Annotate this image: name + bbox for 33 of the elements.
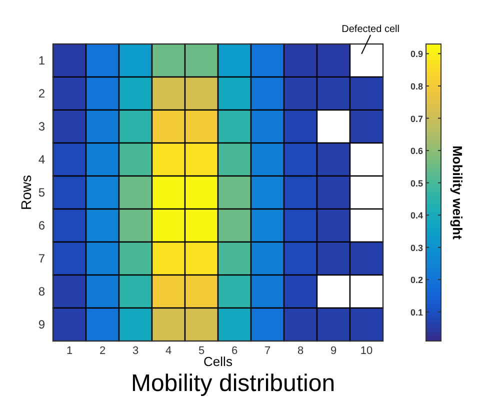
x-tick-label: 4 [165, 345, 172, 357]
text: Mobility distribution [130, 370, 336, 397]
color-bar-title: Mobility weight [450, 146, 465, 240]
color-bar-label: 0.3 [410, 242, 423, 253]
x-tick-label: 10 [360, 345, 373, 357]
y-tick-label: 8 [38, 284, 46, 298]
x-tick-label: 1 [66, 345, 73, 357]
y-tick-label: 2 [38, 86, 46, 100]
y-tick-label: 3 [38, 120, 46, 134]
x-tick-label: 3 [132, 345, 139, 357]
color-bar-label: 0.2 [410, 275, 423, 286]
y-tick-label: 4 [38, 152, 46, 166]
x-tick-label: 8 [297, 345, 304, 357]
color-bar-label: 0.9 [410, 49, 423, 60]
color-bar-label: 0.1 [410, 307, 423, 318]
color-bar-label: 0.5 [410, 178, 423, 188]
x-tick-label: 6 [231, 345, 238, 357]
color-bar-label: 0.8 [410, 81, 423, 92]
color-bar-label: 0.6 [410, 146, 423, 156]
color-bar-label: 0.7 [410, 114, 423, 124]
y-tick-label: 1 [38, 54, 46, 68]
y-axis-title: Rows [18, 174, 34, 210]
x-tick-label: 9 [330, 345, 337, 357]
x-tick-label: 5 [198, 345, 205, 357]
y-tick-label: 5 [38, 186, 46, 200]
x-tick-label: 7 [264, 345, 271, 357]
y-tick-label: 7 [38, 252, 46, 266]
x-tick-label: 2 [99, 345, 106, 357]
text: Defected cell [342, 24, 400, 35]
color-bar-label: 0.4 [410, 210, 423, 221]
x-axis-title: Cells [204, 354, 233, 369]
y-tick-label: 9 [38, 318, 46, 332]
y-tick-label: 6 [38, 218, 46, 232]
